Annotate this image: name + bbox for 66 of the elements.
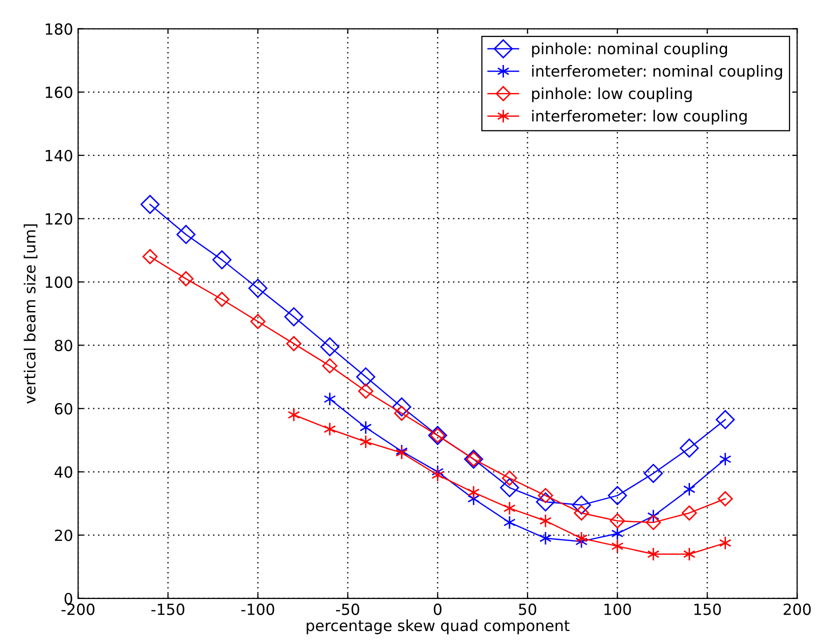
point — [322, 358, 338, 374]
x-tick-label: -200 — [62, 604, 94, 616]
point — [286, 336, 302, 352]
point — [683, 547, 696, 562]
x-tick-label: 50 — [518, 604, 536, 616]
point — [719, 536, 732, 550]
point — [178, 271, 194, 286]
point — [682, 505, 697, 521]
x-tick-label: -150 — [151, 604, 184, 616]
point — [502, 470, 518, 486]
point — [572, 496, 591, 515]
point — [356, 367, 376, 386]
point — [140, 194, 160, 214]
y-tick-label: 100 — [46, 276, 72, 288]
y-tick-label: 80 — [54, 340, 72, 352]
point — [647, 547, 660, 562]
point — [324, 392, 336, 406]
point — [611, 539, 624, 554]
y-tick-label: 160 — [46, 86, 72, 98]
point — [608, 486, 627, 506]
point — [284, 307, 304, 326]
point — [467, 485, 480, 500]
x-tick-label: 200 — [784, 604, 811, 616]
legend-label: pinhole: low coupling — [532, 87, 692, 102]
y-tick-label: 0 — [64, 592, 72, 604]
point — [683, 482, 696, 496]
y-tick-label: 140 — [46, 150, 72, 162]
point — [214, 292, 230, 307]
x-tick-label: -50 — [336, 604, 360, 616]
point — [358, 384, 374, 399]
point — [611, 526, 624, 540]
point — [320, 337, 340, 356]
x-axis-title: percentage skew quad component — [306, 619, 570, 634]
point — [610, 513, 625, 528]
point — [644, 464, 663, 483]
point — [324, 422, 336, 436]
point — [392, 397, 412, 416]
legend-label: interferometer: nominal coupling — [532, 64, 782, 80]
point — [360, 434, 372, 449]
y-tick-label: 40 — [54, 466, 72, 478]
point — [646, 514, 661, 530]
point — [212, 250, 232, 270]
point — [250, 314, 266, 330]
y-tick-label: 60 — [54, 403, 72, 415]
point — [716, 410, 735, 430]
x-tick-label: -100 — [241, 604, 274, 616]
y-tick-label: 20 — [54, 530, 72, 542]
x-tick-label: 150 — [694, 604, 721, 616]
point — [176, 224, 196, 244]
y-tick-label: 180 — [46, 23, 72, 35]
y-axis-title: vertical beam size [um] — [24, 224, 38, 404]
point — [536, 492, 556, 512]
point — [432, 468, 444, 482]
point — [718, 491, 733, 506]
x-tick-label: 0 — [434, 604, 442, 616]
point — [719, 452, 732, 466]
point — [680, 438, 699, 458]
point — [360, 420, 372, 434]
legend-label: interferometer: low coupling — [532, 110, 747, 125]
point — [248, 278, 268, 298]
point — [500, 478, 520, 498]
legend-label: pinhole: nominal coupling — [532, 42, 727, 58]
y-tick-label: 120 — [46, 213, 72, 225]
point — [142, 249, 158, 264]
point — [288, 408, 300, 422]
x-tick-label: 100 — [604, 604, 631, 616]
